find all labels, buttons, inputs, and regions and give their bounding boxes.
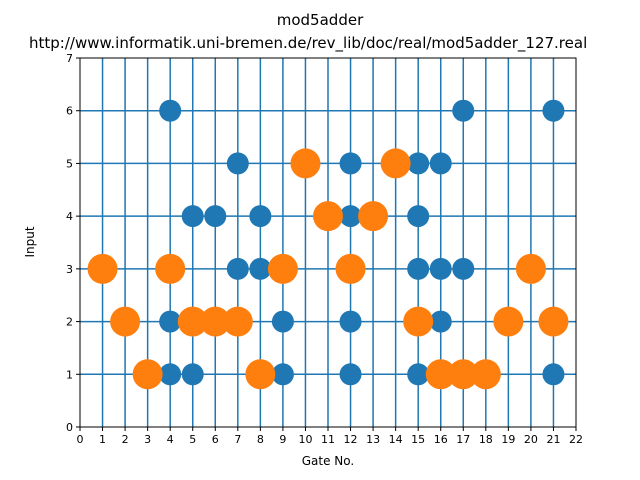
- x-tick-label: 5: [189, 433, 196, 446]
- control-point: [339, 205, 362, 228]
- x-axis-label: Gate No.: [301, 454, 355, 468]
- target-point: [87, 253, 118, 284]
- control-point: [226, 257, 249, 280]
- x-tick-label: 15: [411, 433, 425, 446]
- control-point: [204, 205, 227, 228]
- control-point: [429, 310, 452, 333]
- x-tick-label: 18: [479, 433, 493, 446]
- target-point: [515, 253, 546, 284]
- control-point: [271, 363, 294, 386]
- x-tick-label: 20: [524, 433, 538, 446]
- control-point: [407, 363, 430, 386]
- y-tick-label: 6: [66, 105, 73, 118]
- control-point: [407, 152, 430, 175]
- target-point: [538, 306, 569, 337]
- control-point: [249, 205, 272, 228]
- x-tick-label: 14: [389, 433, 403, 446]
- target-point: [470, 359, 501, 390]
- x-tick-label: 4: [167, 433, 174, 446]
- target-point: [358, 201, 389, 232]
- control-point: [339, 152, 362, 175]
- x-tick-label: 1: [99, 433, 106, 446]
- x-tick-label: 13: [366, 433, 380, 446]
- control-point: [452, 257, 475, 280]
- control-point: [542, 99, 565, 122]
- control-point: [407, 205, 430, 228]
- x-tick-label: 8: [257, 433, 264, 446]
- target-point: [448, 359, 479, 390]
- target-point: [313, 201, 343, 232]
- control-point: [429, 257, 452, 280]
- control-point: [249, 257, 272, 280]
- x-tick-label: 22: [569, 433, 583, 446]
- x-tick-label: 2: [122, 433, 129, 446]
- x-tick-label: 12: [344, 433, 358, 446]
- y-tick-label: 1: [66, 368, 73, 381]
- y-tick-label: 4: [66, 210, 73, 223]
- control-point: [429, 152, 452, 175]
- control-point: [159, 310, 182, 333]
- target-point: [155, 253, 186, 284]
- chart-title: mod5adder: [276, 11, 364, 29]
- control-point: [339, 363, 362, 386]
- y-tick-label: 2: [66, 316, 73, 329]
- y-tick-label: 3: [66, 263, 73, 276]
- x-tick-label: 21: [546, 433, 560, 446]
- control-point: [271, 310, 294, 333]
- control-point: [452, 99, 475, 122]
- target-point: [245, 359, 276, 390]
- x-tick-label: 19: [501, 433, 515, 446]
- x-tick-label: 17: [456, 433, 470, 446]
- y-tick-label: 7: [66, 52, 73, 65]
- target-point: [267, 253, 298, 284]
- x-tick-label: 0: [77, 433, 84, 446]
- x-tick-label: 11: [321, 433, 335, 446]
- control-point: [407, 257, 430, 280]
- control-point: [181, 363, 204, 386]
- control-point: [226, 152, 249, 175]
- target-point: [200, 306, 231, 337]
- target-point: [380, 148, 411, 179]
- target-point: [493, 306, 524, 337]
- x-tick-label: 6: [212, 433, 219, 446]
- control-point: [339, 310, 362, 333]
- target-point: [425, 359, 456, 390]
- target-point: [403, 306, 434, 337]
- y-axis-label: Input: [23, 226, 37, 258]
- control-point: [159, 363, 182, 386]
- y-tick-label: 0: [66, 421, 73, 434]
- target-point: [335, 253, 366, 284]
- control-point: [542, 363, 565, 386]
- control-point: [159, 99, 182, 122]
- x-tick-label: 10: [298, 433, 312, 446]
- target-point: [132, 359, 163, 390]
- x-tick-label: 7: [234, 433, 241, 446]
- x-tick-label: 3: [144, 433, 151, 446]
- target-point: [177, 306, 208, 337]
- x-tick-label: 9: [279, 433, 286, 446]
- target-point: [290, 148, 321, 179]
- control-point: [181, 205, 204, 228]
- chart-subtitle: http://www.informatik.uni-bremen.de/rev_…: [29, 34, 588, 52]
- target-point: [110, 306, 141, 337]
- y-tick-label: 5: [66, 157, 73, 170]
- x-tick-label: 16: [434, 433, 448, 446]
- target-point: [222, 306, 253, 337]
